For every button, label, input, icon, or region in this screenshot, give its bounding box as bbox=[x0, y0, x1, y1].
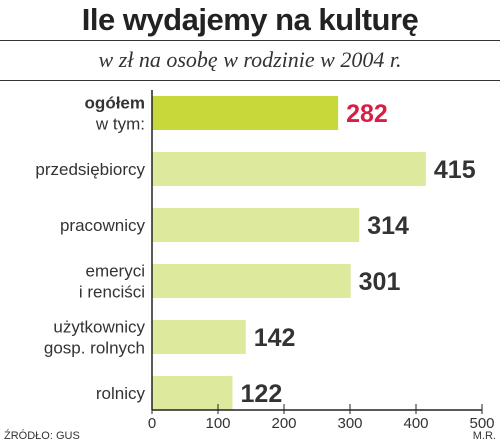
data-label: 282 bbox=[346, 100, 388, 128]
data-label: 122 bbox=[241, 380, 283, 408]
bar bbox=[152, 208, 360, 242]
x-tick-label: 300 bbox=[337, 415, 362, 432]
bar bbox=[152, 152, 426, 186]
subtitle-divider bbox=[0, 80, 500, 81]
title-divider bbox=[0, 40, 500, 41]
x-tick-label: 500 bbox=[469, 415, 494, 432]
category-label: przedsiębiorcy bbox=[35, 160, 145, 179]
category-label: i renciści bbox=[79, 283, 145, 302]
bar bbox=[152, 96, 339, 130]
category-label: rolnicy bbox=[96, 384, 146, 403]
data-label: 301 bbox=[359, 268, 401, 296]
source-note: ŹRÓDŁO: GUS bbox=[4, 430, 80, 442]
category-label: użytkownicy bbox=[53, 318, 145, 337]
category-label: emeryci bbox=[85, 262, 145, 281]
x-tick-label: 100 bbox=[205, 415, 230, 432]
data-label: 415 bbox=[434, 156, 476, 184]
bar bbox=[152, 264, 351, 298]
x-tick-label: 400 bbox=[403, 415, 428, 432]
data-label: 314 bbox=[367, 212, 409, 240]
bar bbox=[152, 320, 246, 354]
category-label: pracownicy bbox=[60, 216, 146, 235]
x-tick-label: 200 bbox=[271, 415, 296, 432]
data-label: 142 bbox=[254, 324, 296, 352]
bar bbox=[152, 376, 233, 410]
category-label: w tym: bbox=[95, 115, 145, 134]
category-label: ogółem bbox=[85, 94, 145, 113]
chart-subtitle: w zł na osobę w rodzinie w 2004 r. bbox=[98, 47, 402, 72]
author-credit: M.R. bbox=[472, 430, 496, 442]
category-label: gosp. rolnych bbox=[44, 339, 145, 358]
chart-title: Ile wydajemy na kulturę bbox=[81, 2, 419, 37]
x-tick-label: 0 bbox=[148, 415, 156, 432]
